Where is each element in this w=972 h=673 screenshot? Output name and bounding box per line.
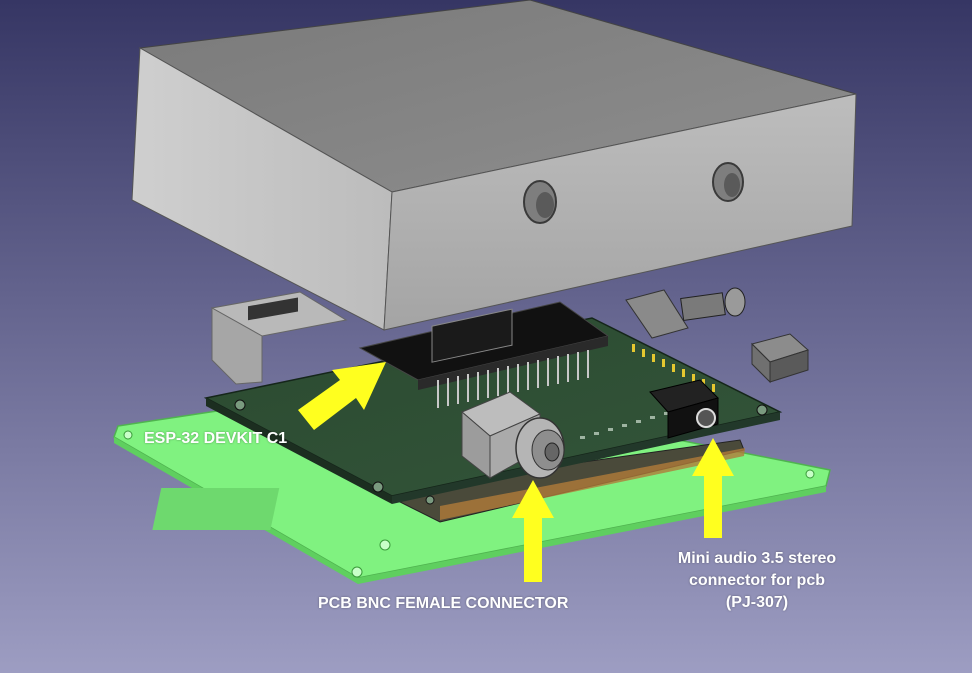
- audio-label-line-2: connector for pcb: [688, 572, 825, 589]
- bnc-connector: [461, 391, 565, 480]
- mounting-hole: [805, 469, 815, 479]
- enclosure-case: [131, 0, 857, 331]
- esp32-module: [358, 301, 610, 408]
- audio-label-line-3: (PJ-307): [725, 594, 789, 611]
- small-connector: [751, 333, 809, 384]
- arrow-audio: [692, 438, 734, 538]
- audio-connector-label: Mini audio 3.5 stereo connector for pcb …: [662, 548, 852, 614]
- mounting-hole: [351, 566, 363, 578]
- audio-label-line-1: Mini audio 3.5 stereo: [677, 550, 837, 567]
- knob-shaft: [625, 287, 746, 339]
- arrow-esp32: [298, 362, 386, 430]
- arrow-bnc: [512, 480, 554, 582]
- bnc-connector-label: PCB BNC FEMALE CONNECTOR: [318, 595, 569, 612]
- mounting-hole: [379, 539, 391, 551]
- esp32-label: ESP-32 DEVKIT C1: [144, 430, 288, 447]
- mounting-hole: [123, 430, 133, 440]
- audio-jack: [649, 379, 719, 439]
- vent-grid: [152, 488, 280, 530]
- sd-card-bracket: [210, 291, 348, 385]
